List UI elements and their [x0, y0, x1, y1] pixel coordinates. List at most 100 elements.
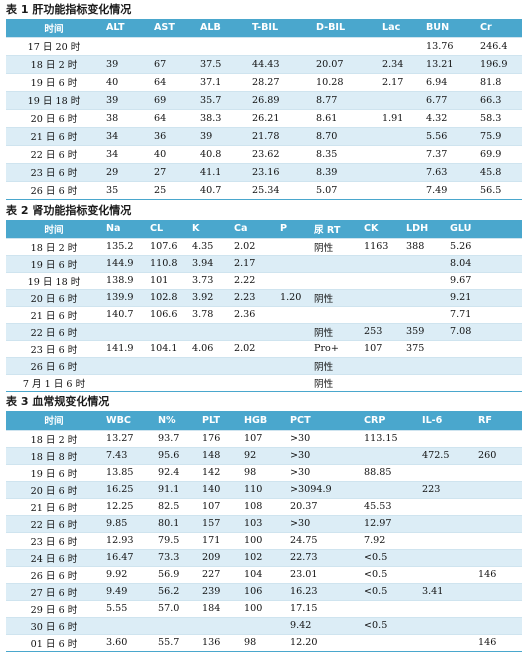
- value-cell: 2.36: [230, 306, 276, 323]
- table2-header-row: 时间 Na CL K Ca P 尿 RT CK LDH GLU: [6, 220, 522, 238]
- value-cell: 107: [240, 430, 286, 447]
- value-cell: 142: [198, 464, 240, 481]
- column-header: ALB: [196, 19, 248, 37]
- value-cell: [418, 464, 474, 481]
- time-cell: 23 日 6 时: [6, 163, 102, 181]
- value-cell: [276, 340, 310, 357]
- value-cell: [146, 374, 188, 391]
- time-cell: 20 日 6 时: [6, 481, 102, 498]
- value-cell: 7.08: [446, 323, 522, 340]
- value-cell: [474, 600, 522, 617]
- value-cell: 10.28: [312, 73, 378, 91]
- value-cell: 253: [360, 323, 402, 340]
- value-cell: 107: [198, 498, 240, 515]
- value-cell: 95.6: [154, 447, 198, 464]
- value-cell: 176: [198, 430, 240, 447]
- value-cell: 45.53: [360, 498, 418, 515]
- value-cell: [360, 447, 418, 464]
- time-cell: 23 日 6 时: [6, 532, 102, 549]
- value-cell: [312, 37, 378, 55]
- column-header: AST: [150, 19, 196, 37]
- table-row: 18 日 2 时 13.27 93.7 176 107 >30 113.15: [6, 430, 522, 447]
- value-cell: 13.21: [422, 55, 476, 73]
- table-row: 21 日 6 时 12.25 82.5 107 108 20.37 45.53: [6, 498, 522, 515]
- value-cell: <0.5: [360, 617, 418, 634]
- value-cell: 阴性: [310, 374, 360, 391]
- table1-header-row: 时间 ALT AST ALB T-BIL D-BIL Lac BUN Cr: [6, 19, 522, 37]
- value-cell: 260: [474, 447, 522, 464]
- value-cell: 107.6: [146, 238, 188, 255]
- value-cell: 1.20: [276, 289, 310, 306]
- value-cell: 7.71: [446, 306, 522, 323]
- table-row: 21 日 6 时 34 36 39 21.78 8.70 5.56 75.9: [6, 127, 522, 145]
- table-row: 20 日 6 时 38 64 38.3 26.21 8.61 1.91 4.32 58.3: [6, 109, 522, 127]
- column-header: CRP: [360, 411, 418, 430]
- value-cell: [102, 37, 150, 55]
- value-cell: 8.35: [312, 145, 378, 163]
- value-cell: 82.5: [154, 498, 198, 515]
- value-cell: 98: [240, 464, 286, 481]
- time-cell: 19 日 18 时: [6, 91, 102, 109]
- value-cell: 58.3: [476, 109, 522, 127]
- value-cell: 148: [198, 447, 240, 464]
- value-cell: 阴性: [310, 238, 360, 255]
- value-cell: 41.1: [196, 163, 248, 181]
- value-cell: 16.25: [102, 481, 154, 498]
- value-cell: [310, 306, 360, 323]
- value-cell: [102, 617, 154, 634]
- value-cell: 25: [150, 181, 196, 199]
- table-row: 01 日 6 时 3.60 55.7 136 98 12.20 146: [6, 634, 522, 651]
- value-cell: [402, 374, 446, 391]
- value-cell: 23.01: [286, 566, 360, 583]
- value-cell: 40: [102, 73, 150, 91]
- value-cell: [188, 323, 230, 340]
- time-cell: 19 日 6 时: [6, 255, 102, 272]
- value-cell: 8.61: [312, 109, 378, 127]
- value-cell: 92: [240, 447, 286, 464]
- time-cell: 18 日 8 时: [6, 447, 102, 464]
- table-row: 26 日 6 时 9.92 56.9 227 104 23.01 <0.5 146: [6, 566, 522, 583]
- value-cell: [102, 357, 146, 374]
- value-cell: 39: [102, 91, 150, 109]
- value-cell: 64: [150, 109, 196, 127]
- column-header: Cr: [476, 19, 522, 37]
- value-cell: 91.1: [154, 481, 198, 498]
- value-cell: 9.21: [446, 289, 522, 306]
- value-cell: [310, 255, 360, 272]
- table-row: 24 日 6 时 16.47 73.3 209 102 22.73 <0.5: [6, 549, 522, 566]
- value-cell: [378, 127, 422, 145]
- value-cell: 135.2: [102, 238, 146, 255]
- table-row: 19 日 6 时 144.9 110.8 3.94 2.17 8.04: [6, 255, 522, 272]
- value-cell: 9.49: [102, 583, 154, 600]
- value-cell: 27: [150, 163, 196, 181]
- table-row: 19 日 6 时 13.85 92.4 142 98 >30 88.85: [6, 464, 522, 481]
- value-cell: 40.7: [196, 181, 248, 199]
- value-cell: 3.41: [418, 583, 474, 600]
- value-cell: 29: [102, 163, 150, 181]
- value-cell: 184: [198, 600, 240, 617]
- value-cell: 2.22: [230, 272, 276, 289]
- value-cell: [402, 289, 446, 306]
- value-cell: [276, 238, 310, 255]
- value-cell: 144.9: [102, 255, 146, 272]
- value-cell: 13.76: [422, 37, 476, 55]
- value-cell: 136: [198, 634, 240, 651]
- value-cell: 7.37: [422, 145, 476, 163]
- value-cell: [360, 306, 402, 323]
- time-cell: 26 日 6 时: [6, 357, 102, 374]
- renal-function-table: 时间 Na CL K Ca P 尿 RT CK LDH GLU 18 日 2 时 135.2 107.…: [6, 220, 522, 392]
- value-cell: [402, 357, 446, 374]
- column-header: PLT: [198, 411, 240, 430]
- table-row: 22 日 6 时 9.85 80.1 157 103 >30 12.97: [6, 515, 522, 532]
- value-cell: [418, 617, 474, 634]
- value-cell: 69.9: [476, 145, 522, 163]
- value-cell: 8.77: [312, 91, 378, 109]
- value-cell: 5.07: [312, 181, 378, 199]
- table-row: 26 日 6 时 35 25 40.7 25.34 5.07 7.49 56.5: [6, 181, 522, 199]
- value-cell: [402, 272, 446, 289]
- value-cell: 12.20: [286, 634, 360, 651]
- time-cell: 27 日 6 时: [6, 583, 102, 600]
- value-cell: [378, 145, 422, 163]
- value-cell: 2.23: [230, 289, 276, 306]
- value-cell: 139.9: [102, 289, 146, 306]
